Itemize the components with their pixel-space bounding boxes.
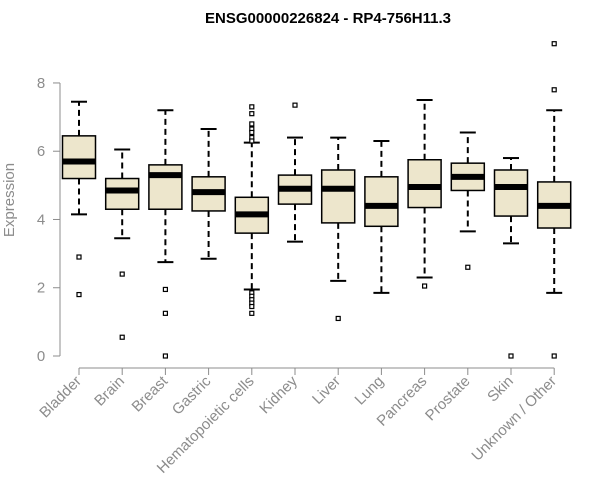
box-bladder: [61, 100, 97, 298]
category-label: Liver: [309, 373, 344, 408]
iqr-box: [407, 159, 442, 209]
category-label: Breast: [129, 372, 172, 415]
box-hematopoietic-cells: [234, 104, 270, 316]
outlier-point: [249, 104, 255, 110]
iqr-box: [61, 135, 97, 180]
outlier-point: [551, 87, 557, 93]
outlier-point: [249, 121, 255, 127]
y-tick-label: 0: [37, 348, 45, 365]
box-prostate: [450, 131, 486, 270]
axes: 0 2 4 6 8: [37, 75, 555, 375]
box-lung: [364, 139, 399, 294]
outlier-point: [551, 41, 557, 47]
outlier-point: [465, 264, 471, 270]
outlier-point: [292, 102, 298, 108]
outlier-point: [422, 283, 428, 289]
iqr-box: [320, 169, 356, 224]
category-label: Skin: [484, 373, 517, 406]
y-tick-label: 4: [37, 211, 45, 228]
boxes-group: [61, 41, 572, 359]
outlier-point: [335, 315, 341, 322]
outlier-point: [249, 111, 255, 117]
outlier-point: [249, 138, 255, 144]
category-label: Bladder: [36, 373, 85, 422]
category-label: Lung: [352, 373, 388, 409]
outlier-point: [119, 334, 125, 340]
y-axis-label: Expression: [1, 163, 18, 237]
outlier-point: [162, 310, 168, 316]
box-liver: [320, 136, 356, 322]
box-brain: [104, 148, 140, 340]
box-pancreas: [407, 99, 442, 289]
box-gastric: [191, 128, 226, 260]
y-tick-label: 2: [37, 280, 45, 297]
category-label: Kidney: [256, 372, 301, 417]
outlier-point: [249, 310, 255, 316]
y-tick-label: 6: [37, 143, 45, 160]
outlier-point: [551, 353, 557, 359]
iqr-box: [104, 177, 140, 210]
category-label: Brain: [91, 373, 128, 410]
iqr-box: [493, 169, 529, 217]
outlier-point: [76, 254, 82, 260]
outlier-point: [162, 353, 168, 359]
iqr-box: [364, 176, 399, 228]
box-breast: [148, 109, 183, 359]
outlier-point: [508, 353, 514, 359]
outlier-point: [76, 291, 82, 298]
box-kidney: [277, 102, 313, 243]
y-tick-label: 8: [37, 75, 45, 92]
outlier-point: [249, 303, 255, 310]
box-unknown-other: [536, 41, 572, 359]
box-skin: [493, 157, 529, 359]
chart-title: ENSG00000226824 - RP4-756H11.3: [205, 10, 451, 27]
outlier-point: [249, 129, 255, 136]
outlier-point: [119, 271, 125, 277]
outlier-point: [162, 286, 168, 293]
category-label: Prostate: [422, 373, 474, 425]
iqr-box: [148, 164, 183, 210]
